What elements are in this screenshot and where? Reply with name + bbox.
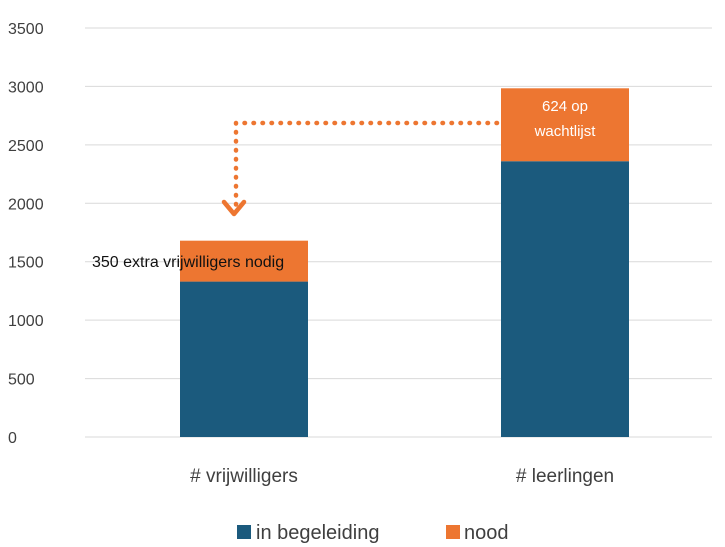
legend-label-nood: nood — [464, 522, 509, 544]
bar-leerlingen-nood — [501, 88, 629, 162]
legend-swatch-nood — [446, 525, 460, 539]
x-axis-categories: # vrijwilligers # leerlingen — [190, 466, 614, 487]
y-tick-label-2500: 2500 — [8, 138, 44, 155]
y-tick-label-3500: 3500 — [8, 21, 44, 38]
legend-swatch-in-begeleiding — [237, 525, 251, 539]
arrow-dotted-line — [233, 120, 500, 208]
x-category-label-vrijwilligers: # vrijwilligers — [190, 466, 298, 487]
y-axis-ticks: 0 500 1000 1500 2000 2500 3000 3500 — [8, 21, 44, 447]
bar-vrijwilligers-nood — [180, 240, 308, 282]
y-tick-label-0: 0 — [8, 430, 17, 447]
annotation-leerlingen-line1: 624 op — [542, 98, 588, 115]
y-tick-label-1000: 1000 — [8, 313, 44, 330]
annotation-arrow — [221, 120, 500, 217]
arrow-head-icon — [221, 199, 247, 217]
legend: in begeleiding nood — [237, 522, 509, 544]
y-tick-label-2000: 2000 — [8, 196, 44, 213]
y-tick-label-1500: 1500 — [8, 255, 44, 272]
bar-vrijwilligers-in-begeleiding — [180, 281, 308, 437]
legend-label-in-begeleiding: in begeleiding — [256, 522, 379, 544]
bars — [180, 88, 629, 437]
bar-leerlingen-in-begeleiding — [501, 161, 629, 437]
annotation-leerlingen-line2: wachtlijst — [534, 123, 597, 140]
y-tick-label-3000: 3000 — [8, 79, 44, 96]
x-category-label-leerlingen: # leerlingen — [516, 466, 614, 487]
y-tick-label-500: 500 — [8, 372, 35, 389]
annotation-vrijwilligers-label: 350 extra vrijwilligers nodig — [92, 254, 284, 271]
